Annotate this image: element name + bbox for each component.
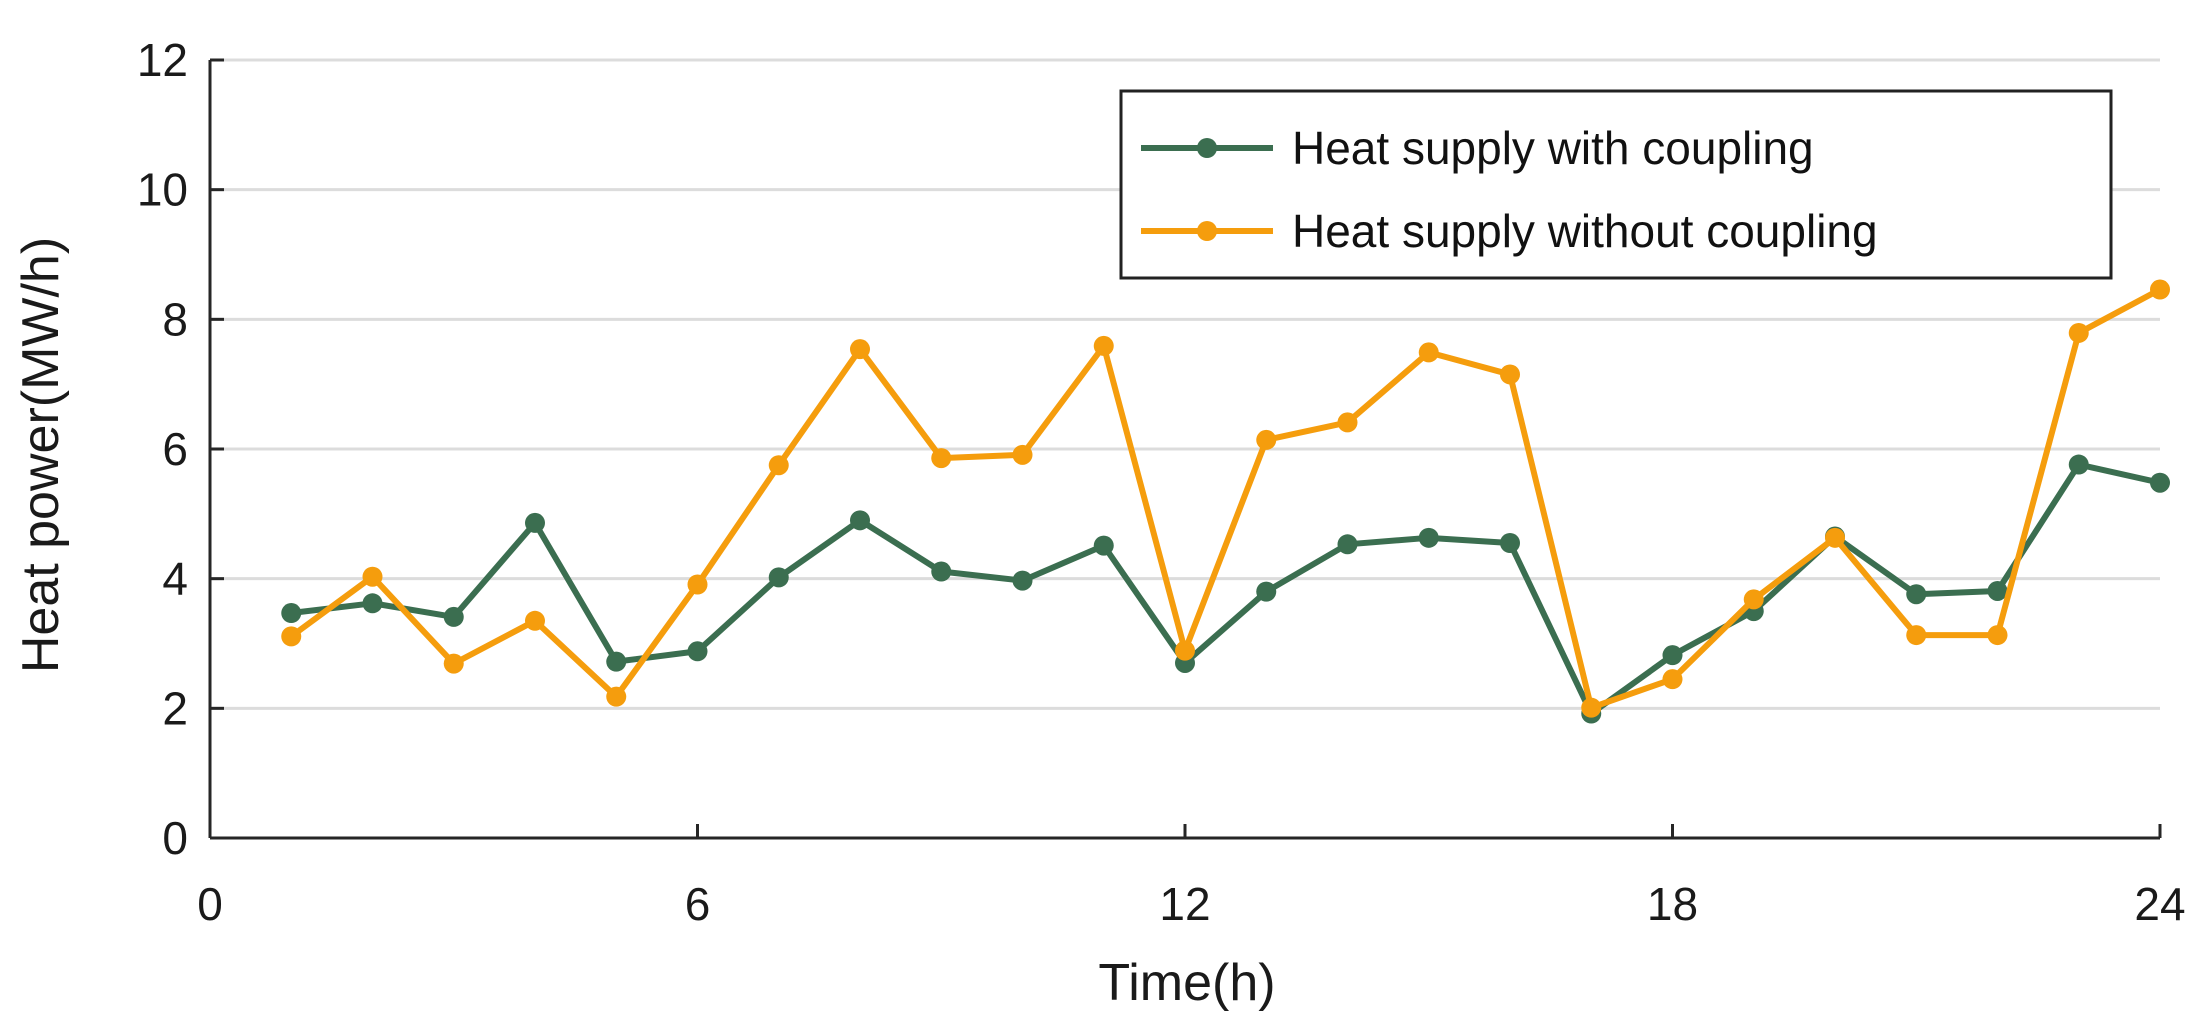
- series-1-point-3: [443, 606, 464, 627]
- legend-swatch-marker-2: [1197, 221, 1217, 241]
- series-2-point-2: [362, 566, 383, 587]
- series-1-point-9: [931, 561, 952, 582]
- series-1-point-10: [1012, 570, 1033, 591]
- y-tick-label-6: 6: [162, 423, 188, 475]
- series-1-point-7: [768, 567, 789, 588]
- series-2-point-3: [443, 653, 464, 674]
- series-1-point-18: [1662, 645, 1683, 666]
- series-1-line: [290, 461, 2161, 717]
- series-1-point-23: [2068, 454, 2089, 475]
- series-2-point-4: [525, 610, 545, 631]
- series-2-point-17: [1581, 697, 1602, 718]
- series-1-point-6: [687, 641, 708, 662]
- legend-label-2: Heat supply without coupling: [1292, 205, 1878, 257]
- series-2-point-18: [1662, 669, 1683, 690]
- legend-item-2: Heat supply without coupling: [1141, 205, 1878, 257]
- series-1-point-2: [362, 593, 383, 614]
- series-2-point-6: [687, 574, 708, 595]
- legend-item-1: Heat supply with coupling: [1141, 122, 1814, 174]
- series-1: [281, 454, 2170, 724]
- series-2-point-23: [2068, 322, 2089, 343]
- series-2-point-7: [768, 455, 789, 476]
- series-1-point-21: [1906, 584, 1927, 605]
- series-2-point-11: [1093, 335, 1114, 356]
- series-2-point-15: [1418, 342, 1439, 363]
- series-2-point-20: [1825, 527, 1845, 548]
- x-tick-label-18: 18: [1647, 878, 1698, 930]
- y-tick-label-10: 10: [137, 164, 188, 216]
- y-tick-label-8: 8: [162, 293, 188, 345]
- x-axis-title: Time(h): [1098, 954, 1275, 1012]
- series-1-point-16: [1500, 533, 1520, 554]
- series: [281, 279, 2170, 724]
- y-tick-label-12: 12: [137, 34, 188, 86]
- series-1-point-1: [281, 603, 302, 624]
- x-tick-label-6: 6: [685, 878, 711, 930]
- series-2-point-8: [850, 339, 870, 360]
- series-2-point-22: [1987, 625, 2008, 646]
- y-axis-title: Heat power(MW/h): [12, 237, 70, 673]
- series-2-point-5: [606, 686, 627, 707]
- series-2-point-14: [1337, 412, 1358, 433]
- series-2-point-16: [1500, 364, 1520, 385]
- legend: Heat supply with coupling Heat supply wit…: [1119, 89, 2113, 280]
- series-1-point-24: [2150, 472, 2170, 493]
- series-2-point-13: [1256, 429, 1277, 450]
- series-1-point-14: [1337, 534, 1358, 555]
- series-1-point-11: [1093, 535, 1114, 556]
- series-1-point-4: [525, 512, 545, 533]
- axes: [208, 58, 2162, 840]
- series-1-point-8: [850, 510, 870, 531]
- x-tick-label-0: 0: [197, 878, 223, 930]
- x-tick-label-12: 12: [1159, 878, 1210, 930]
- y-tick-label-4: 4: [162, 553, 188, 605]
- series-2-point-1: [281, 626, 302, 647]
- legend-label-1: Heat supply with coupling: [1292, 122, 1814, 174]
- series-2-line: [289, 286, 2162, 711]
- series-2-point-21: [1906, 625, 1927, 646]
- series-2-point-19: [1743, 589, 1764, 610]
- series-2-point-10: [1012, 444, 1033, 465]
- y-tick-label-0: 0: [162, 812, 188, 864]
- series-2-point-24: [2150, 279, 2170, 300]
- x-tick-label-24: 24: [2134, 878, 2185, 930]
- series-2: [281, 279, 2170, 718]
- legend-swatch-marker-1: [1197, 138, 1217, 158]
- series-1-point-13: [1256, 581, 1277, 602]
- legend-box: [1119, 89, 2113, 280]
- y-tick-label-2: 2: [162, 682, 188, 734]
- series-1-point-15: [1418, 527, 1439, 548]
- series-1-point-22: [1987, 580, 2008, 601]
- series-2-point-9: [931, 448, 952, 469]
- series-2-point-12: [1175, 640, 1195, 661]
- series-1-point-5: [606, 651, 627, 672]
